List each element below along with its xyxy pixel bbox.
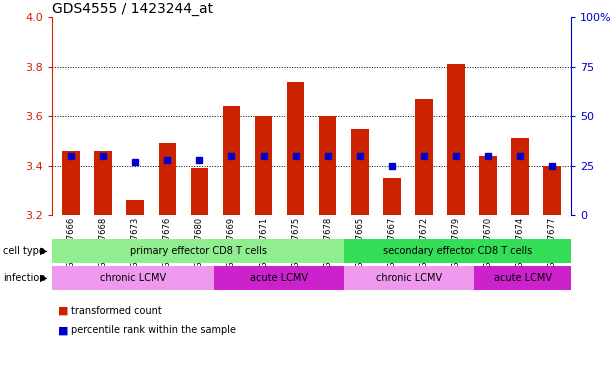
Text: GDS4555 / 1423244_at: GDS4555 / 1423244_at	[52, 2, 213, 16]
Bar	[214, 266, 344, 290]
Bar	[222, 106, 240, 215]
Bar	[255, 116, 273, 215]
Text: ■: ■	[58, 325, 68, 335]
Text: chronic LCMV: chronic LCMV	[376, 273, 442, 283]
Bar	[62, 151, 80, 215]
Bar	[383, 178, 401, 215]
Text: cell type: cell type	[3, 246, 45, 256]
Text: primary effector CD8 T cells: primary effector CD8 T cells	[130, 246, 266, 256]
Bar	[479, 156, 497, 215]
Bar	[52, 266, 214, 290]
Text: percentile rank within the sample: percentile rank within the sample	[71, 325, 236, 335]
Bar	[126, 200, 144, 215]
Bar	[511, 138, 529, 215]
Text: ■: ■	[58, 306, 68, 316]
Bar	[474, 266, 571, 290]
Bar	[344, 266, 474, 290]
Bar	[344, 239, 571, 263]
Text: infection: infection	[3, 273, 46, 283]
Text: ▶: ▶	[40, 246, 47, 256]
Text: ▶: ▶	[40, 273, 47, 283]
Bar	[287, 81, 304, 215]
Bar	[95, 151, 112, 215]
Text: chronic LCMV: chronic LCMV	[100, 273, 166, 283]
Text: acute LCMV: acute LCMV	[250, 273, 308, 283]
Text: secondary effector CD8 T cells: secondary effector CD8 T cells	[383, 246, 532, 256]
Bar	[158, 143, 176, 215]
Text: acute LCMV: acute LCMV	[494, 273, 552, 283]
Bar	[447, 64, 465, 215]
Bar	[415, 99, 433, 215]
Bar	[319, 116, 337, 215]
Text: transformed count: transformed count	[71, 306, 163, 316]
Bar	[52, 239, 344, 263]
Bar	[351, 129, 368, 215]
Bar	[191, 168, 208, 215]
Bar	[543, 166, 561, 215]
